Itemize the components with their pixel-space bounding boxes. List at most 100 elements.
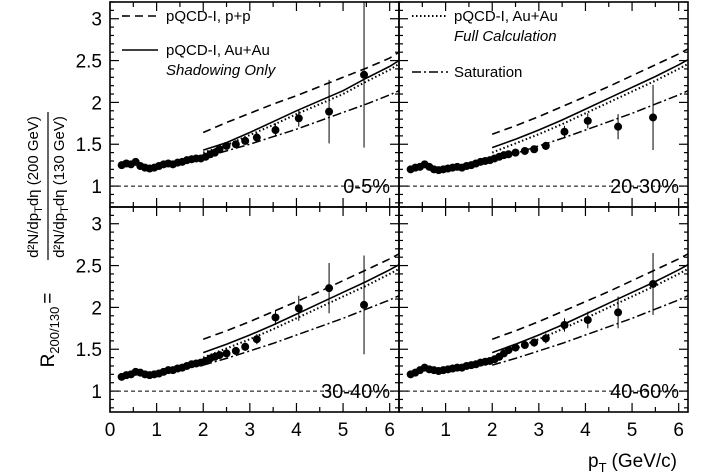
curve-shadow: [202, 263, 400, 354]
data-point: [541, 141, 550, 150]
x-tick-label: 4: [580, 420, 591, 441]
data-point: [222, 349, 231, 358]
curve-shadow: [491, 263, 689, 354]
data-point: [614, 308, 623, 317]
y-tick-label: 3: [91, 215, 102, 236]
x-axis-label-sub: T: [599, 460, 607, 475]
data-point: [215, 351, 224, 360]
data-point: [222, 141, 231, 150]
y-axis-denominator-sub: T: [59, 206, 71, 213]
data-point: [504, 346, 513, 355]
y-axis-equals: =: [38, 293, 59, 304]
data-point: [241, 136, 250, 145]
data-point: [541, 334, 550, 343]
data-point: [231, 140, 240, 149]
y-tick-label: 1.5: [76, 340, 102, 361]
y-axis-title: R200/130= d²N/dpTdη (200 GeV) d²N/dpTdη …: [25, 112, 71, 367]
svg-text:d²N/dpTdη (130 GeV): d²N/dpTdη (130 GeV): [51, 116, 71, 258]
data-point: [530, 145, 539, 154]
legend-full-label: pQCD-I, Au+Au: [454, 8, 558, 25]
curve-pp: [202, 51, 400, 134]
panel-2: 20-30%: [398, 1, 689, 208]
x-tick-label: 3: [245, 420, 256, 441]
data-point: [560, 320, 569, 329]
data-point: [511, 343, 520, 352]
x-axis-title: pT (GeV/c): [588, 451, 677, 475]
y-axis-denominator: d²N/dp: [51, 213, 68, 258]
curve-sat: [202, 295, 400, 366]
y-axis-numerator-tail: dη (200 GeV): [25, 116, 42, 206]
curve-sat: [491, 295, 689, 366]
data-point: [294, 304, 303, 313]
data-point: [504, 150, 513, 159]
y-axis-label-main: R: [38, 354, 59, 368]
x-tick-label: 5: [627, 420, 638, 441]
panel-label: 0-5%: [343, 176, 390, 198]
data-point: [325, 107, 334, 116]
data-point: [271, 126, 280, 135]
x-tick-label: 1: [440, 420, 451, 441]
y-tick-label: 2.5: [76, 257, 102, 278]
curve-shadow: [491, 58, 689, 149]
x-tick-label: 1: [151, 420, 162, 441]
panel-label: 20-30%: [610, 176, 679, 198]
curve-full: [202, 268, 400, 359]
curve-full: [202, 63, 400, 154]
data-point: [583, 116, 592, 125]
y-axis-label-sub: 200/130: [47, 307, 62, 354]
data-point: [231, 346, 240, 355]
curve-shadow: [202, 59, 400, 151]
x-axis-label-main: p: [588, 451, 599, 472]
y-axis-numerator: d²N/dp: [25, 213, 42, 258]
panel-frame: [398, 206, 689, 413]
data-point: [530, 338, 539, 347]
legend-pp-label: pQCD-I, p+p: [166, 8, 251, 25]
svg-text:R200/130=: R200/130 =: [38, 293, 62, 368]
data-point: [215, 145, 224, 154]
data-point: [360, 70, 369, 79]
data-point: [252, 335, 261, 344]
data-point: [241, 342, 250, 351]
legend-shadow-label: pQCD-I, Au+Au: [166, 42, 270, 59]
data-point: [511, 148, 520, 157]
data-point: [360, 300, 369, 309]
curve-pp: [202, 253, 400, 340]
y-tick-label: 2: [91, 298, 102, 319]
panel-3: 11.522.530 1 2 3 4 5 630-40%: [76, 206, 400, 441]
data-point: [649, 113, 658, 122]
legend-shadow-sublabel: Shadowing Only: [166, 62, 277, 79]
x-tick-label: 0: [105, 420, 116, 441]
panel-1: 1 1.5 2 2.5 3 0-5%: [76, 1, 400, 208]
legend-sat-label: Saturation: [454, 64, 522, 81]
panel-4: 1 2 3 4 5 6 40-60%: [398, 206, 689, 441]
svg-text:d²N/dpTdη (200 GeV): d²N/dpTdη (200 GeV): [25, 116, 45, 258]
x-tick-label: 6: [384, 420, 395, 441]
y-tick-label: 1: [91, 382, 102, 403]
y-tick-label: 1.5: [76, 135, 102, 156]
data-point: [252, 133, 261, 142]
x-tick-label: 2: [487, 420, 498, 441]
x-tick-label: 6: [673, 420, 684, 441]
data-point: [649, 279, 658, 288]
x-tick-label: 2: [198, 420, 209, 441]
x-tick-label: 3: [534, 420, 545, 441]
y-tick-label: 3: [91, 10, 102, 31]
data-point: [520, 341, 529, 350]
x-tick-label: 5: [338, 420, 349, 441]
legend-left: pQCD-I, p+p pQCD-I, Au+Au Shadowing Only: [122, 8, 277, 79]
curve-sat: [202, 90, 400, 159]
x-axis-label-unit: (GeV/c): [612, 451, 677, 472]
y-axis-denominator-tail: dη (130 GeV): [51, 116, 68, 206]
data-point: [614, 122, 623, 131]
y-tick-label: 2.5: [76, 52, 102, 73]
legend-right: pQCD-I, Au+Au Full Calculation Saturatio…: [412, 8, 558, 81]
y-tick-label: 2: [91, 93, 102, 114]
y-tick-label: 1: [91, 177, 102, 198]
y-axis-numerator-sub: T: [33, 206, 45, 213]
legend-full-sublabel: Full Calculation: [454, 28, 557, 45]
panel-label: 40-60%: [610, 381, 679, 403]
data-point: [271, 313, 280, 322]
curve-pp: [491, 253, 689, 340]
data-point: [294, 114, 303, 123]
